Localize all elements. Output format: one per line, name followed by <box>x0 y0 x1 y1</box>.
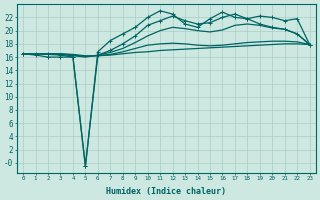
X-axis label: Humidex (Indice chaleur): Humidex (Indice chaleur) <box>106 187 226 196</box>
